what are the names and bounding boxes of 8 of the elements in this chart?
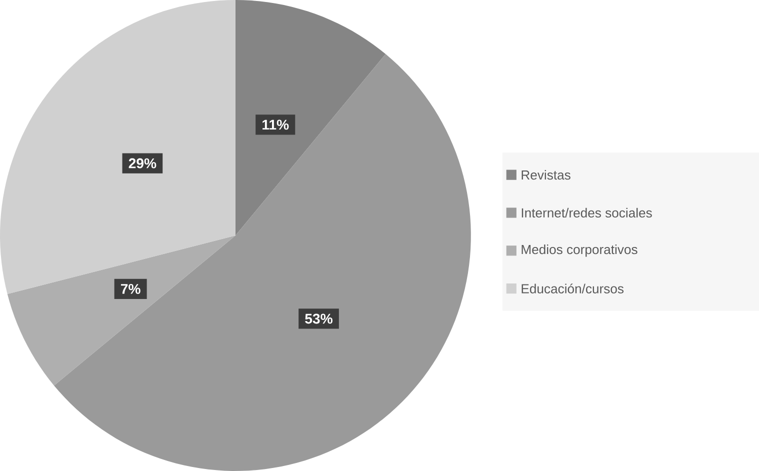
data-label: 29% bbox=[128, 158, 156, 168]
legend-label: Medios corporativos bbox=[522, 244, 638, 257]
legend-label: Revistas bbox=[522, 170, 570, 180]
data-label: 11% bbox=[262, 120, 289, 130]
data-label: 53% bbox=[305, 314, 332, 324]
legend-label: Internet/redes sociales bbox=[522, 208, 652, 218]
legend-label: Educación/cursos bbox=[522, 284, 624, 294]
data-label: 7% bbox=[120, 284, 140, 294]
